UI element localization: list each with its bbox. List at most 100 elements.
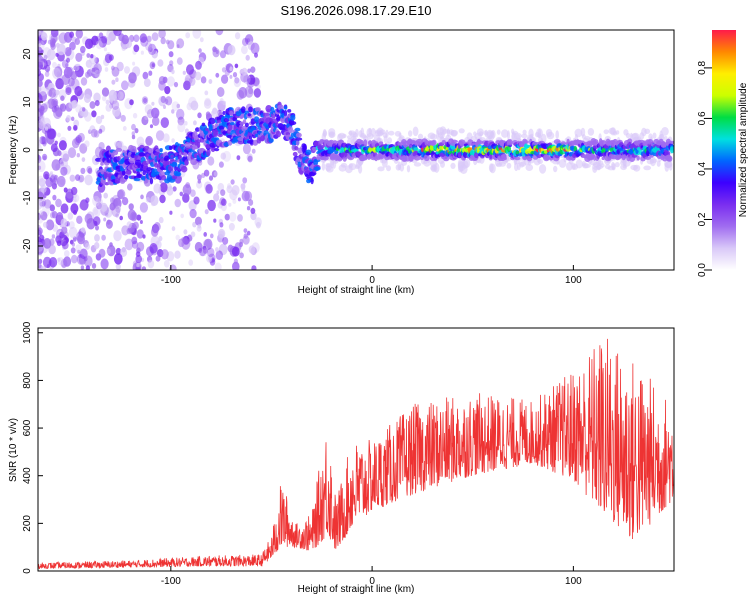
spectrogram-haze-blob (430, 159, 438, 168)
spectrogram-ridge-blob (265, 105, 273, 113)
spectrogram-noise-blob (39, 210, 44, 216)
spectrogram-ridge-blob (442, 155, 450, 162)
spectrogram-noise-blob (210, 233, 214, 239)
snr-x-tick-label: 100 (565, 576, 582, 587)
spectrogram-ridge-blob (297, 147, 303, 154)
spectrogram-noise-blob (234, 63, 239, 69)
spectrogram-noise-blob (131, 123, 136, 131)
spectrogram-noise-blob (206, 254, 213, 263)
spectrogram-haze-blob (656, 160, 661, 167)
spectrogram-ridge-blob (212, 130, 219, 138)
spectrogram-noise-blob (179, 191, 184, 197)
spectrogram-ridge-blob (295, 132, 302, 138)
spectrogram-haze-blob (539, 164, 547, 174)
spectrogram-noise-blob (98, 248, 106, 258)
spectrogram-noise-blob (60, 166, 68, 176)
spectrogram-noise-blob (188, 96, 197, 108)
spectrogram-ridge-blob (644, 156, 651, 160)
spectrogram-ridge-blob (254, 116, 260, 123)
spectrogram-noise-blob (246, 206, 251, 211)
spectrogram-noise-blob (171, 226, 176, 232)
spectrogram-noise-blob (166, 76, 175, 87)
spectrogram-noise-blob (79, 143, 88, 154)
spectrogram-ridge-blob (201, 122, 206, 127)
spectrogram-haze-blob (608, 127, 616, 135)
spectrogram-noise-blob (50, 178, 56, 187)
spectrogram-haze-blob (352, 133, 356, 143)
spectrogram-noise-blob (133, 34, 140, 43)
spectrogram-noise-blob (38, 86, 42, 93)
spectrogram-noise-blob (151, 101, 155, 106)
spectrogram-haze-blob (386, 165, 391, 172)
spectrogram-noise-blob (228, 211, 237, 222)
spectrogram-noise-blob (141, 266, 147, 270)
spectrogram-noise-blob (38, 136, 42, 146)
spectrogram-noise-blob (90, 128, 98, 138)
colorbar-tick-label: 0.4 (697, 162, 708, 176)
spectrogram-noise-blob (227, 44, 236, 56)
snr-y-label: SNR (10 * v/v) (8, 418, 19, 482)
spectrogram-noise-blob (66, 57, 70, 63)
spectrogram-noise-blob (71, 242, 75, 247)
spectrogram-noise-blob (243, 228, 248, 234)
spectrogram-noise-blob (247, 68, 251, 74)
spectrogram-ridge-blob (545, 156, 550, 161)
spectrogram-noise-blob (106, 30, 116, 40)
snr-y-tick-label: 600 (22, 419, 33, 436)
spectrogram-noise-blob (83, 255, 93, 267)
spectrogram-noise-blob (104, 67, 109, 72)
spectrogram-noise-blob (163, 260, 170, 268)
spectrogram-noise-blob (59, 164, 68, 176)
spectrogram-noise-blob (85, 74, 90, 79)
spectrogram-noise-blob (136, 214, 142, 221)
spectrogram-ridge-blob (248, 135, 253, 140)
spectrogram-noise-blob (59, 103, 64, 110)
spectrogram-noise-blob (234, 77, 240, 84)
spectrogram-ridge-blob (290, 114, 296, 121)
spectrogram-ridge-blob (223, 118, 230, 123)
spectrogram-noise-blob (44, 199, 52, 209)
spectrogram-noise-blob (64, 250, 70, 258)
colorbar: 0.0 0.2 0.4 0.6 0.8 Normalized spectral ampl… (697, 30, 749, 277)
spectrogram-noise-blob (49, 257, 58, 268)
spectrogram-noise-blob (233, 77, 241, 88)
spectrogram-noise-blob (139, 220, 143, 224)
spectrogram-noise-blob (74, 38, 81, 45)
spectrogram-noise-blob (103, 192, 108, 199)
spectrogram-ridge-blob (515, 150, 520, 155)
spectrogram-noise-blob (183, 80, 191, 91)
spectrogram-noise-blob (131, 134, 136, 140)
spectrogram-ridge-blob (103, 174, 108, 179)
spectrogram-noise-blob (93, 216, 101, 226)
spectrogram-noise-blob (111, 100, 120, 111)
spectrogram-ridge-blob (474, 151, 479, 159)
spectrogram-ridge-blob (514, 156, 521, 161)
spectrogram-ridge-blob (315, 166, 319, 172)
spectrogram-noise-blob (220, 152, 227, 160)
spectrogram-noise-blob (256, 84, 261, 90)
spectrogram-noise-blob (38, 243, 44, 255)
spectrogram-noise-blob (85, 59, 92, 68)
spectrogram-noise-blob (228, 222, 235, 231)
spectrogram-ridge-blob (275, 130, 281, 138)
spectrogram-noise-blob (121, 197, 129, 206)
spectrogram-noise-blob (190, 231, 196, 238)
spectrogram-haze-blob (661, 126, 669, 136)
spectrogram-noise-blob (89, 101, 96, 109)
spectrogram-noise-blob (143, 97, 148, 104)
spectrogram-noise-blob (47, 128, 56, 140)
spectrogram-ridge-blob (147, 147, 153, 154)
spectrogram-noise-blob (77, 234, 85, 245)
spectrogram-noise-blob (207, 199, 216, 212)
spectrogram-noise-blob (183, 229, 188, 235)
spectrogram-noise-blob (51, 211, 58, 219)
spectrogram-noise-blob (186, 102, 193, 111)
spectrogram-noise-blob (247, 155, 253, 163)
spectrogram-noise-blob (173, 81, 179, 88)
spectrogram-noise-blob (38, 143, 43, 155)
spectrogram-noise-blob (205, 111, 211, 118)
spectrogram-noise-blob (93, 208, 99, 215)
spectrogram-noise-blob (72, 197, 77, 203)
spectrogram-haze-blob (417, 133, 424, 140)
